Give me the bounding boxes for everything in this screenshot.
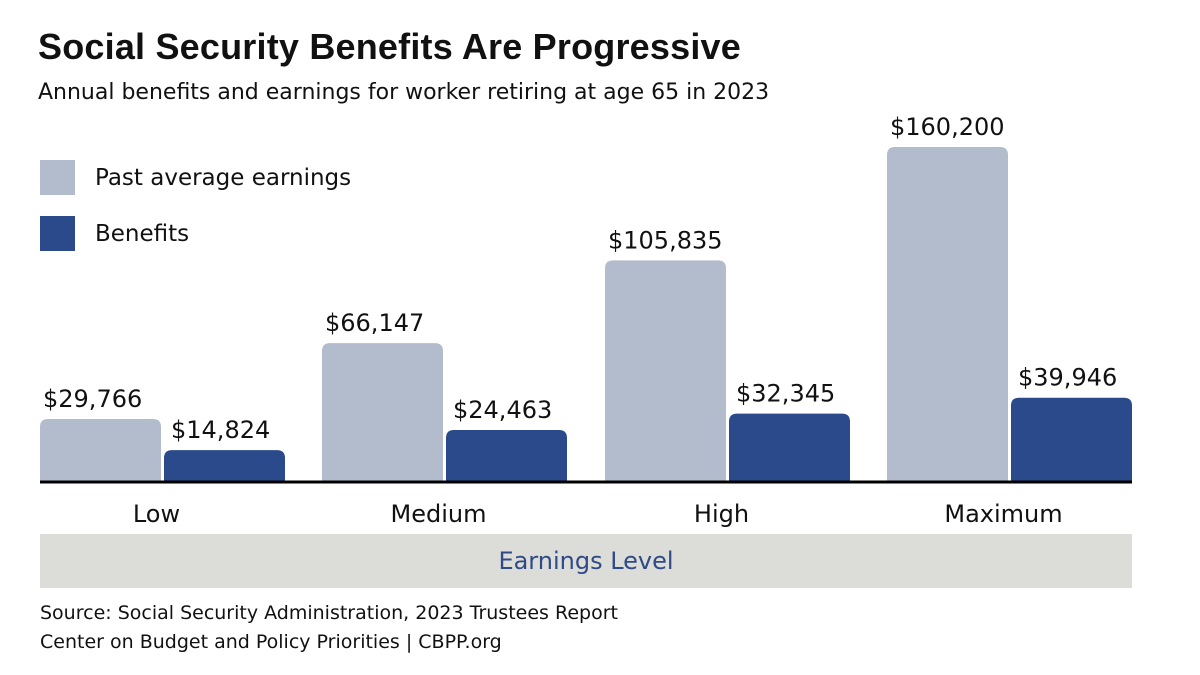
bar-earnings-maximum — [887, 147, 1008, 481]
data-label-benefits-low: $14,824 — [171, 416, 270, 444]
data-label-benefits-medium: $24,463 — [453, 396, 552, 424]
x-tick-label-low: Low — [133, 500, 180, 528]
legend-swatch-earnings — [40, 160, 75, 195]
legend-swatch-benefits — [40, 216, 75, 251]
bar-benefits-high — [729, 413, 850, 481]
data-label-earnings-medium: $66,147 — [325, 309, 424, 337]
bar-earnings-medium — [322, 343, 443, 481]
x-tick-label-maximum: Maximum — [944, 500, 1062, 528]
source-line-1: Source: Social Security Administration, … — [40, 602, 618, 624]
x-tick-label-high: High — [694, 500, 749, 528]
bar-benefits-maximum — [1011, 397, 1132, 481]
legend-item-benefits: Benefits — [40, 216, 189, 251]
bar-earnings-low — [40, 418, 161, 481]
data-label-benefits-maximum: $39,946 — [1018, 364, 1117, 392]
data-label-earnings-maximum: $160,200 — [890, 113, 1005, 141]
x-axis-title: Earnings Level — [498, 547, 674, 575]
legend-label-benefits: Benefits — [95, 220, 190, 247]
bar-benefits-medium — [446, 429, 567, 481]
bar-benefits-low — [164, 450, 285, 481]
legend-label-earnings: Past average earnings — [95, 164, 352, 191]
bar-earnings-high — [605, 260, 726, 481]
chart-title: Social Security Benefits Are Progressive — [38, 26, 741, 67]
source-line-2: Center on Budget and Policy Priorities |… — [40, 631, 502, 653]
data-label-benefits-high: $32,345 — [736, 380, 835, 408]
data-label-earnings-low: $29,766 — [43, 385, 142, 413]
legend-item-earnings: Past average earnings — [40, 160, 351, 195]
chart-subtitle: Annual benefits and earnings for worker … — [38, 80, 770, 105]
x-tick-label-medium: Medium — [391, 500, 487, 528]
data-label-earnings-high: $105,835 — [608, 226, 723, 254]
x-axis-title-band: Earnings Level — [40, 534, 1132, 588]
